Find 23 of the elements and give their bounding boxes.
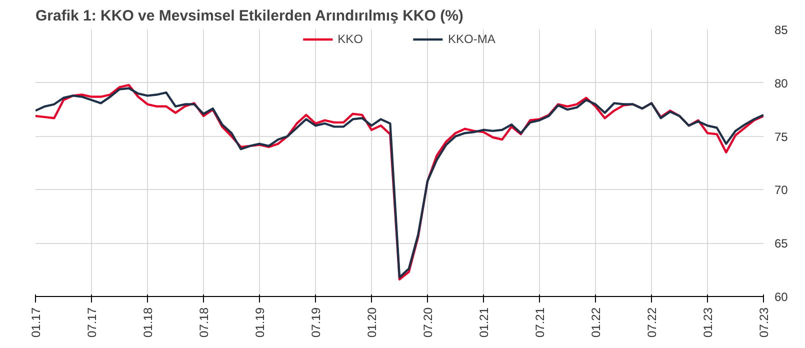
x-tick-label: 01.19 [253, 307, 267, 338]
x-tick-label: 07.18 [197, 307, 211, 338]
y-tick-label: 85 [774, 23, 788, 37]
x-tick-label: 01.21 [477, 307, 491, 338]
legend-label: KKO [338, 32, 363, 46]
x-tick-label: 01.17 [29, 307, 43, 338]
x-tick-label: 07.22 [645, 307, 659, 338]
x-tick-label: 07.23 [757, 307, 771, 338]
y-tick-label: 65 [774, 236, 788, 251]
legend-label: KKO-MA [448, 32, 496, 46]
x-tick-label: 07.19 [309, 307, 323, 338]
x-tick-label: 07.20 [421, 307, 435, 338]
y-tick-label: 80 [774, 76, 788, 90]
y-tick-label: 75 [774, 130, 788, 144]
x-tick-label: 01.23 [701, 307, 715, 338]
chart-title: Grafik 1: KKO ve Mevsimsel Etkilerden Arındırılmış KKO (%) [36, 8, 464, 24]
x-tick-label: 01.20 [365, 307, 379, 338]
y-tick-label: 60 [774, 290, 788, 304]
x-tick-label: 01.22 [589, 307, 603, 338]
x-tick-label: 01.18 [141, 307, 155, 338]
x-tick-label: 07.17 [85, 307, 99, 338]
y-tick-label: 70 [774, 183, 788, 198]
x-tick-label: 07.21 [533, 307, 547, 338]
